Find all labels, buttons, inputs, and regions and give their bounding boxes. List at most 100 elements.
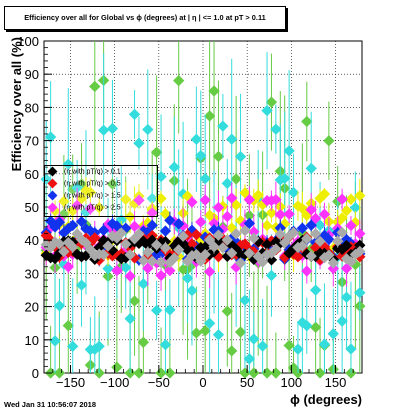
data-point	[336, 315, 348, 327]
data-point	[221, 210, 233, 223]
data-point	[301, 233, 313, 245]
data-point	[323, 135, 335, 147]
data-point	[234, 150, 247, 163]
data-point	[199, 194, 211, 206]
data-point	[345, 256, 357, 268]
data-point	[208, 241, 220, 253]
data-point	[354, 227, 366, 240]
data-point	[354, 287, 366, 299]
data-point	[159, 242, 172, 254]
legend-entry: (η with pT/q) > 1.5	[47, 190, 121, 202]
data-point	[354, 239, 366, 251]
data-point	[283, 208, 295, 220]
data-point	[128, 295, 141, 307]
data-point	[305, 162, 317, 175]
data-point	[248, 367, 260, 379]
data-point	[327, 262, 339, 275]
data-point	[292, 343, 304, 355]
data-point	[203, 317, 216, 329]
data-point	[199, 172, 211, 185]
data-point	[327, 257, 339, 269]
data-point	[336, 212, 348, 224]
data-point	[349, 201, 362, 214]
data-point	[256, 340, 269, 352]
data-point	[146, 219, 158, 231]
data-point	[49, 335, 61, 347]
data-point	[243, 353, 256, 365]
timestamp: Wed Jan 31 10:56:07 2018	[4, 400, 97, 409]
data-point	[248, 333, 260, 345]
data-point	[150, 239, 163, 251]
data-point	[336, 226, 348, 239]
data-point	[327, 328, 339, 340]
data-point	[270, 367, 282, 379]
data-point	[133, 228, 145, 240]
data-point	[256, 256, 269, 268]
data-point	[248, 232, 260, 244]
data-point	[142, 246, 154, 258]
data-point	[287, 186, 300, 199]
y-tick-label: 100	[17, 34, 39, 49]
data-point	[323, 249, 335, 261]
data-point	[226, 133, 238, 145]
data-point	[226, 345, 238, 357]
data-point	[274, 228, 286, 240]
legend-entry: (η with pT/q) > 0.1	[47, 166, 121, 178]
data-point	[53, 367, 66, 379]
data-point	[177, 230, 189, 242]
data-point	[173, 244, 185, 256]
data-point	[318, 338, 331, 350]
data-point	[128, 220, 141, 233]
data-point	[195, 149, 207, 162]
y-tick-label: 50	[25, 200, 39, 215]
data-point	[234, 257, 247, 269]
data-point	[164, 304, 176, 316]
x-tick-label: −100	[100, 375, 129, 390]
data-point	[243, 217, 256, 229]
data-point	[243, 209, 256, 222]
y-tick-label: 10	[25, 333, 39, 348]
data-point	[265, 207, 278, 219]
x-tick-label: 100	[280, 375, 302, 390]
y-tick-label: 60	[25, 167, 39, 182]
data-point	[53, 216, 66, 228]
data-point	[217, 242, 229, 254]
data-point	[305, 219, 317, 231]
data-point	[248, 226, 260, 238]
x-axis-label: ϕ (degrees)	[290, 392, 362, 407]
data-point	[287, 226, 300, 239]
data-point	[186, 284, 198, 297]
data-point	[318, 208, 331, 220]
data-point	[340, 239, 353, 252]
data-point	[239, 224, 251, 237]
data-point	[354, 189, 366, 202]
data-point	[309, 228, 322, 240]
data-point	[296, 240, 309, 252]
data-point	[150, 146, 163, 158]
data-point	[314, 235, 326, 248]
data-point	[53, 300, 66, 312]
data-point	[164, 214, 176, 227]
data-point	[301, 320, 313, 332]
data-point	[265, 269, 278, 282]
data-point	[314, 367, 326, 379]
data-point	[212, 329, 225, 341]
legend-marker-blue	[47, 190, 58, 201]
y-axis-label: Efficiency over all (%)	[9, 37, 24, 172]
data-point	[159, 339, 172, 351]
data-point	[208, 217, 220, 229]
data-point	[309, 284, 322, 296]
data-point	[190, 229, 203, 241]
y-tick-label: 90	[25, 67, 39, 82]
data-point	[155, 192, 167, 205]
x-tick-label: 0	[199, 375, 206, 390]
x-tick-label: −50	[148, 375, 170, 390]
legend-label: (η with pT/q) > 2.5	[64, 204, 121, 212]
data-point	[283, 145, 295, 157]
data-point	[212, 150, 225, 163]
data-point	[181, 272, 194, 284]
data-point	[133, 137, 145, 149]
data-point	[150, 304, 163, 317]
